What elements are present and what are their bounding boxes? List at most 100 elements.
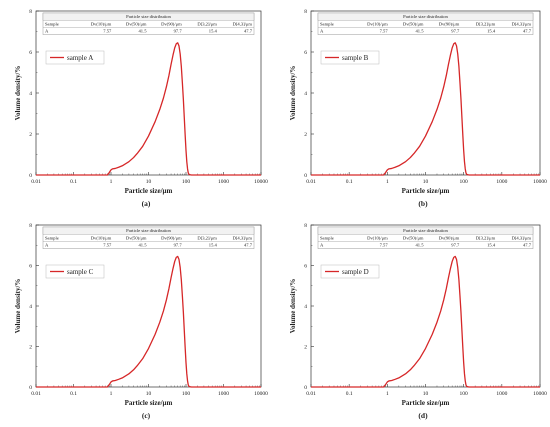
- y-axis-label: Volume density/%: [289, 279, 297, 334]
- table-value-cell: 7.57: [380, 243, 389, 248]
- legend: sample A: [45, 50, 105, 65]
- legend-label: sample C: [67, 268, 94, 276]
- legend: sample C: [45, 264, 105, 279]
- y-tick-label: 0: [29, 173, 32, 179]
- table-header-cell: Dv(50)/μm: [126, 21, 147, 26]
- table-header-cell: Dv(90)/μm: [439, 21, 460, 26]
- table-header-cell: Sample: [45, 235, 59, 240]
- table-header-cell: Sample: [320, 235, 334, 240]
- table-header-cell: D[3,2]/μm: [197, 21, 217, 27]
- legend-box: [320, 264, 380, 279]
- chart-panel-1: 0.01 0.1 1 10 100 1000 10000 0 2 4 6 8 Particle size…: [14, 9, 268, 208]
- y-tick-label: 2: [304, 132, 307, 138]
- plot-frame: [310, 224, 541, 388]
- panel-caption: (a): [142, 199, 151, 208]
- table-title-row: [317, 226, 534, 235]
- y-tick-label: 0: [304, 385, 307, 391]
- table-header-cell: Dv(50)/μm: [126, 235, 147, 240]
- x-axis-label: Particle size/μm: [125, 399, 173, 407]
- y-tick-label: 6: [304, 50, 307, 56]
- table-value-cell: 7.57: [380, 29, 389, 34]
- table-value-cell: 15.4: [209, 243, 218, 248]
- plot-frame: [35, 224, 262, 388]
- table-title-row: [317, 12, 534, 21]
- panel-caption: (b): [418, 199, 428, 208]
- table-header-cell: Dv(90)/μm: [161, 21, 182, 26]
- y-tick-label: 4: [304, 304, 307, 310]
- x-tick-label: 0.01: [306, 179, 316, 185]
- table-value-cell: 97.7: [451, 243, 460, 248]
- x-tick-label: 10: [423, 179, 429, 185]
- legend-label: sample B: [342, 54, 369, 62]
- x-tick-label: 10: [146, 179, 152, 185]
- y-tick-label: 0: [29, 385, 32, 391]
- plot-frame: [35, 10, 262, 176]
- chart-panel-4: 0.01 0.1 1 10 100 1000 10000 0 2 4 6 8 Particle size…: [289, 223, 547, 420]
- table-value-cell: 41.5: [415, 29, 424, 34]
- y-tick-label: 2: [304, 345, 307, 351]
- table-header-cell: Dv(10)/μm: [367, 235, 388, 240]
- y-tick-label: 8: [29, 223, 32, 229]
- x-tick-label: 10: [146, 391, 152, 397]
- table-value-cell: A: [320, 29, 324, 34]
- particle-size-table: Particle size distribution Sample A Dv(10)/…: [42, 226, 255, 249]
- particle-size-table: Particle size distribution Sample A Dv(10)/…: [317, 12, 534, 35]
- legend-label: sample D: [342, 268, 369, 276]
- table-value-cell: 47.7: [523, 243, 532, 248]
- table-header-cell: Dv(10)/μm: [91, 21, 112, 26]
- series-line-sample-c: [36, 255, 261, 388]
- x-tick-label: 0.01: [306, 391, 316, 397]
- legend: sample D: [320, 264, 380, 279]
- panel-caption: (d): [418, 411, 428, 420]
- x-tick-label: 100: [182, 391, 191, 397]
- table-value-cell: 41.5: [415, 243, 424, 248]
- x-axis-label: Particle size/μm: [125, 187, 173, 195]
- table-value-cell: 47.7: [523, 29, 532, 34]
- x-axis-label: Particle size/μm: [402, 399, 450, 407]
- table-value-cell: A: [45, 243, 49, 248]
- x-tick-label: 10000: [533, 179, 547, 185]
- x-tick-label: 10000: [254, 391, 268, 397]
- x-tick-label: 1: [110, 391, 113, 397]
- x-tick-label: 1: [386, 179, 389, 185]
- y-tick-label: 4: [29, 304, 32, 310]
- table-value-cell: 97.7: [174, 243, 183, 248]
- panel-caption: (c): [142, 411, 151, 420]
- particle-size-table: Particle size distribution Sample A Dv(10)/…: [42, 12, 255, 35]
- y-tick-label: 4: [29, 91, 32, 97]
- table-title: Particle size distribution: [403, 228, 448, 233]
- particle-size-table: Particle size distribution Sample A Dv(10)/…: [317, 226, 534, 249]
- x-tick-label: 0.01: [31, 391, 41, 397]
- x-tick-label: 0.1: [70, 179, 77, 185]
- table-header-cell: D[3,2]/μm: [476, 235, 496, 241]
- x-tick-label: 10000: [533, 391, 547, 397]
- table-value-cell: 41.5: [138, 29, 147, 34]
- x-axis-label: Particle size/μm: [402, 187, 450, 195]
- x-tick-label: 10: [423, 391, 429, 397]
- x-tick-label: 100: [182, 179, 191, 185]
- table-value-cell: 47.7: [244, 29, 253, 34]
- table-header-cell: Dv(50)/μm: [403, 235, 424, 240]
- table-header-cell: Dv(90)/μm: [161, 235, 182, 240]
- y-tick-label: 0: [304, 173, 307, 179]
- x-tick-label: 0.01: [31, 179, 41, 185]
- y-tick-label: 2: [29, 345, 32, 351]
- table-value-cell: A: [320, 243, 324, 248]
- y-tick-label: 6: [304, 264, 307, 270]
- x-tick-label: 1000: [496, 391, 507, 397]
- table-header-cell: D[4,3]/μm: [512, 21, 532, 27]
- x-tick-label: 1: [110, 179, 113, 185]
- table-value-cell: 15.4: [209, 29, 218, 34]
- y-tick-label: 2: [29, 132, 32, 138]
- table-header-cell: D[4,3]/μm: [233, 21, 253, 27]
- y-tick-label: 8: [304, 223, 307, 229]
- table-header-cell: D[3,2]/μm: [476, 21, 496, 27]
- table-header-cell: D[4,3]/μm: [512, 235, 532, 241]
- x-tick-label: 0.1: [346, 179, 353, 185]
- table-header-cell: Sample: [45, 21, 59, 26]
- table-value-cell: 15.4: [487, 29, 496, 34]
- series-line-sample-b: [311, 42, 540, 176]
- table-header-cell: D[4,3]/μm: [233, 235, 253, 241]
- table-header-cell: Dv(50)/μm: [403, 21, 424, 26]
